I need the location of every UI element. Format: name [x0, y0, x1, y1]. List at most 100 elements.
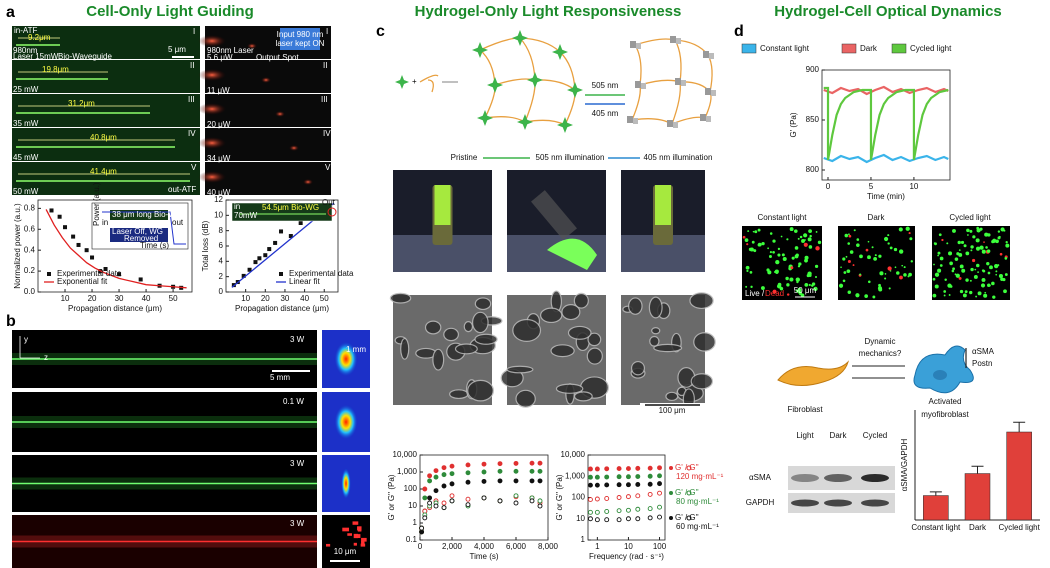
- y-tick-label: 100: [572, 493, 586, 502]
- crosslinker: [630, 41, 636, 48]
- cell: [959, 289, 964, 294]
- cell: [838, 283, 844, 288]
- scheme-label: αSMA: [972, 347, 995, 356]
- cell: [899, 275, 903, 280]
- data-point: [594, 482, 600, 488]
- data-point: [625, 494, 631, 500]
- data-point: [657, 490, 662, 496]
- y-tick-label: 4: [219, 256, 224, 265]
- cell: [908, 232, 911, 235]
- cell: [887, 242, 890, 245]
- cell: [966, 228, 970, 233]
- cell: [760, 286, 765, 290]
- cell-spot: [357, 528, 362, 532]
- y-tick-label: 800: [806, 165, 820, 174]
- scale-bar-bg: [640, 403, 705, 415]
- cell: [865, 248, 869, 252]
- cell: [782, 256, 787, 262]
- cell: [747, 230, 750, 233]
- cell: [807, 271, 812, 276]
- cell: [937, 251, 941, 255]
- image-label: 9.2μm: [28, 33, 51, 42]
- y-axis-label: G' (Pa): [789, 112, 798, 137]
- cell: [896, 271, 900, 275]
- cell-spot: [361, 540, 365, 545]
- nucleus: [933, 370, 947, 380]
- data-point: [497, 478, 503, 484]
- data-point: [465, 479, 471, 485]
- pore: [539, 307, 563, 324]
- data-point: [588, 482, 593, 488]
- x-tick-label: 0: [826, 182, 831, 191]
- cell: [791, 256, 795, 260]
- gel: [434, 185, 451, 225]
- plot-frame: [821, 69, 951, 181]
- cell: [877, 286, 883, 291]
- cell: [842, 279, 846, 283]
- x-tick-label: 8,000: [538, 542, 559, 551]
- cell: [981, 269, 985, 272]
- cell: [797, 237, 800, 240]
- data-point: [625, 466, 631, 472]
- cell: [969, 231, 972, 233]
- inset-label: Out: [322, 198, 336, 207]
- inset-trace: [102, 211, 186, 245]
- pore: [587, 332, 602, 347]
- cell: [775, 259, 780, 265]
- legend-label: 80 mg·mL⁻¹: [676, 497, 719, 506]
- band: [791, 499, 819, 507]
- cell: [967, 234, 969, 236]
- panel-letter: b: [6, 313, 16, 330]
- cell: [776, 284, 782, 289]
- data-point: [273, 240, 278, 245]
- scheme-label: Postn: [972, 359, 992, 368]
- cell: [901, 264, 904, 267]
- y-tick-label: 900: [806, 65, 820, 74]
- cell: [746, 269, 749, 273]
- data-point: [537, 460, 543, 466]
- cell: [984, 232, 989, 237]
- cell: [794, 246, 799, 250]
- pore: [432, 348, 445, 371]
- cell: [748, 247, 753, 252]
- data-point: [433, 474, 439, 480]
- output-spot: [261, 77, 271, 83]
- cell: [980, 283, 986, 288]
- data-point: [604, 466, 610, 472]
- cell: [975, 238, 980, 243]
- data-point: [138, 277, 143, 282]
- pore: [567, 325, 592, 340]
- data-point: [481, 461, 487, 467]
- cell: [814, 264, 819, 268]
- data-point: [433, 488, 439, 494]
- pore: [454, 343, 478, 355]
- image-label: II: [190, 61, 194, 70]
- legend-swatch: [891, 43, 907, 54]
- pore: [424, 320, 442, 335]
- cell: [809, 234, 812, 238]
- info-box: [280, 28, 320, 50]
- crosslinker: [700, 114, 706, 121]
- cell: [954, 257, 959, 261]
- cell: [804, 255, 809, 260]
- cell: [796, 280, 799, 284]
- legend-swatch: [686, 515, 692, 521]
- data-point: [657, 481, 662, 487]
- legend-swatch: [841, 43, 857, 54]
- crosslinker: [641, 83, 646, 89]
- data-point: [594, 509, 600, 515]
- crosslinker: [711, 90, 716, 96]
- pore: [463, 321, 474, 333]
- image-label: 5.6 μW: [207, 53, 233, 62]
- data-point: [625, 474, 631, 480]
- polymer-chain: [427, 79, 434, 93]
- cell: [867, 280, 871, 284]
- cell: [997, 236, 1001, 240]
- data-point: [449, 471, 455, 477]
- data-point: [657, 514, 662, 520]
- cell: [842, 257, 846, 261]
- cell: [933, 263, 935, 266]
- data-point: [588, 516, 593, 522]
- cell: [938, 233, 942, 237]
- x-axis-label: Time (s): [469, 552, 498, 561]
